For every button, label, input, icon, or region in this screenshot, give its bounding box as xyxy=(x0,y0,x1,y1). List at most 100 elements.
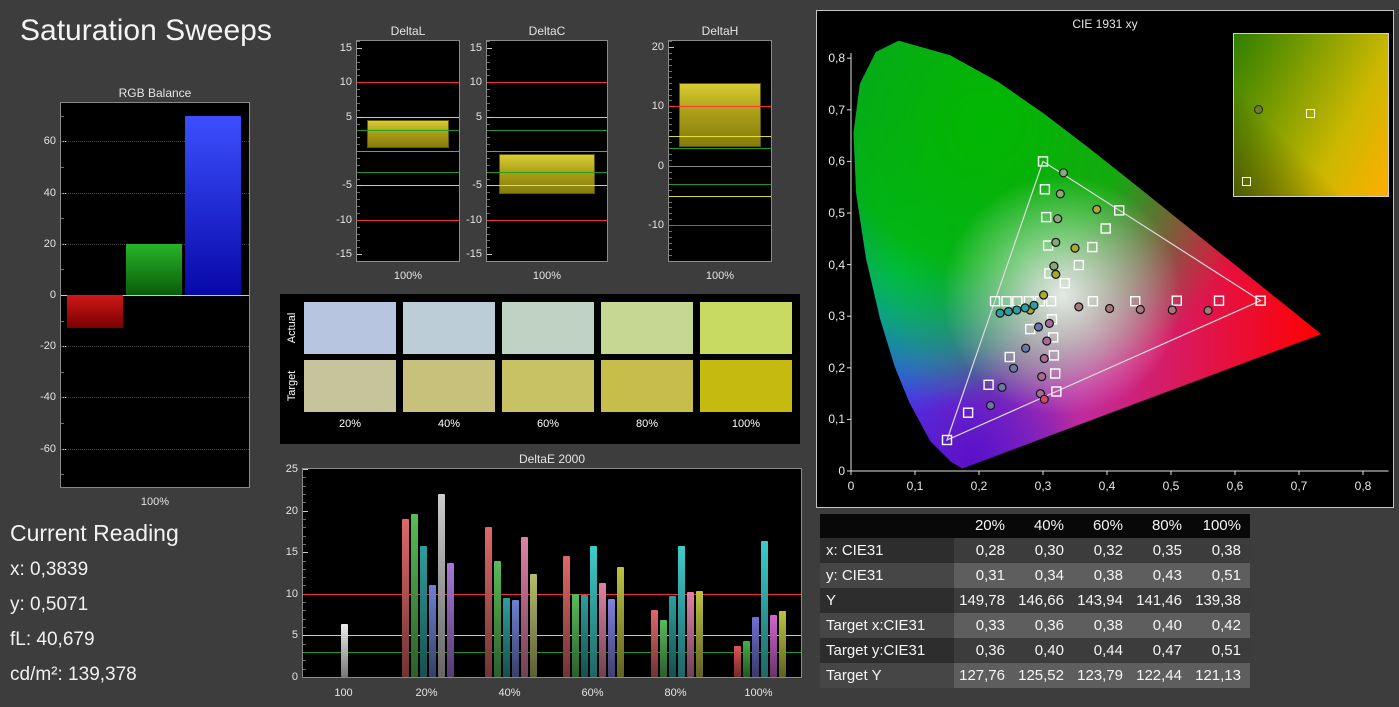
delta-bar xyxy=(367,120,449,149)
deltae-bar xyxy=(778,611,786,677)
axis-tick-label: 0,4 xyxy=(828,257,845,272)
axis-tick-label: 0,2 xyxy=(970,479,988,493)
tick-mark xyxy=(669,100,672,102)
table-cell: 0,33 xyxy=(975,617,1005,634)
swatch-actual xyxy=(403,302,495,354)
deltae-bar xyxy=(686,592,694,677)
axis-tick-label: -20 xyxy=(40,340,56,353)
x-group-label: 100% xyxy=(744,687,773,699)
deltae-bar xyxy=(617,567,624,677)
tick-mark xyxy=(669,82,672,84)
tick-mark xyxy=(303,610,306,612)
swatch-actual xyxy=(304,302,396,354)
x-axis: 100 20% 40% 60% 80% 100% xyxy=(276,682,804,704)
reference-line xyxy=(487,185,607,187)
tick-mark xyxy=(303,518,306,520)
tick-mark xyxy=(357,89,360,91)
axis-tick-label: 20 xyxy=(651,40,664,53)
tick-mark xyxy=(357,212,360,214)
table-cell: 122,44 xyxy=(1136,667,1182,684)
tick-mark xyxy=(669,201,672,203)
tick-mark xyxy=(669,255,672,257)
tick-mark xyxy=(669,243,672,245)
row-label: x: CIE31 xyxy=(820,538,954,563)
reference-line xyxy=(487,82,607,84)
reference-line xyxy=(357,116,459,118)
tick-mark xyxy=(303,602,306,604)
tick-mark xyxy=(669,52,672,54)
row-label: Y xyxy=(820,588,954,613)
tick-mark xyxy=(61,423,64,424)
deltah-chart: DeltaH 20 10 0 -10 100% xyxy=(642,24,774,288)
axis-tick-label: 0 xyxy=(291,671,298,683)
tick-mark xyxy=(303,677,306,678)
tick-mark xyxy=(487,61,490,63)
chart-title: CIE 1931 xy xyxy=(1072,17,1138,31)
tick-mark xyxy=(303,527,306,529)
chart-title: DeltaC xyxy=(528,24,566,38)
tick-mark xyxy=(669,94,672,96)
tick-mark xyxy=(669,88,672,90)
axis-tick-label: 15 xyxy=(339,41,352,54)
zero-line xyxy=(61,295,249,296)
table-row: Target Y 127,76 125,52 123,79 122,44 121,13 xyxy=(820,663,1250,688)
tick-mark xyxy=(357,47,362,49)
deltae-bar xyxy=(760,540,768,677)
axis-tick-label: 0 xyxy=(49,289,56,301)
axis-tick-label: 0,6 xyxy=(828,154,845,169)
swatch-target xyxy=(304,360,396,412)
tick-mark xyxy=(669,261,672,262)
gridline xyxy=(61,346,249,348)
deltae-bar xyxy=(599,582,606,677)
measurement-table: 20% 40% 60% 80% 100% x: CIE31 0,28 0,30 0,32 0,35… xyxy=(820,514,1250,688)
row-label-target: Target xyxy=(286,370,298,402)
table-header-cell: 100% xyxy=(1202,517,1241,534)
table-cell: 125,52 xyxy=(1018,667,1064,684)
table-header-cell: 60% xyxy=(1092,517,1123,534)
plot-area xyxy=(486,40,608,262)
table-cell: 0,43 xyxy=(1152,567,1182,584)
tick-mark xyxy=(61,218,64,220)
tick-mark xyxy=(487,226,490,228)
reference-line xyxy=(357,185,459,187)
tick-mark xyxy=(487,102,490,104)
deltae-bar xyxy=(590,546,597,677)
tick-mark xyxy=(303,552,308,554)
tick-mark xyxy=(303,627,306,629)
plot-area xyxy=(302,468,802,678)
table-cell: 0,32 xyxy=(1093,542,1123,559)
reference-line xyxy=(669,148,771,150)
tick-mark xyxy=(487,68,490,70)
tick-mark xyxy=(357,247,360,249)
deltae-bar xyxy=(529,573,537,677)
tick-mark xyxy=(303,543,306,545)
swatch-target xyxy=(601,360,693,412)
table-cell: 139,38 xyxy=(1195,592,1241,609)
table-cell: 0,28 xyxy=(975,542,1005,559)
reference-line xyxy=(669,136,771,138)
y-axis: 15 10 5 -5 -10 -15 xyxy=(330,24,354,288)
plot-area xyxy=(356,40,460,262)
x-group-label: 40% xyxy=(498,687,521,699)
tick-mark xyxy=(669,124,672,126)
reference-line xyxy=(303,652,801,654)
reference-line xyxy=(669,225,771,227)
axis-tick-label: 15 xyxy=(469,41,482,54)
axis-tick-label: -5 xyxy=(342,179,352,192)
reference-line xyxy=(487,219,607,221)
table-cell: 0,36 xyxy=(975,642,1005,659)
tick-mark xyxy=(357,54,360,56)
table-cell: 0,44 xyxy=(1093,642,1123,659)
swatch-actual xyxy=(700,302,792,354)
table-cell: 0,31 xyxy=(975,567,1005,584)
table-cell: 0,34 xyxy=(1034,567,1064,584)
axis-tick-label: 0,7 xyxy=(828,102,845,117)
tick-mark xyxy=(487,144,490,146)
current-reading-heading: Current Reading xyxy=(10,520,179,546)
tick-mark xyxy=(669,130,672,132)
axis-tick-label: 0,8 xyxy=(1354,479,1372,493)
axis-tick-label: 0,5 xyxy=(1162,479,1180,493)
axis-tick-label: -15 xyxy=(336,248,352,261)
chart-title: RGB Balance xyxy=(118,86,192,100)
